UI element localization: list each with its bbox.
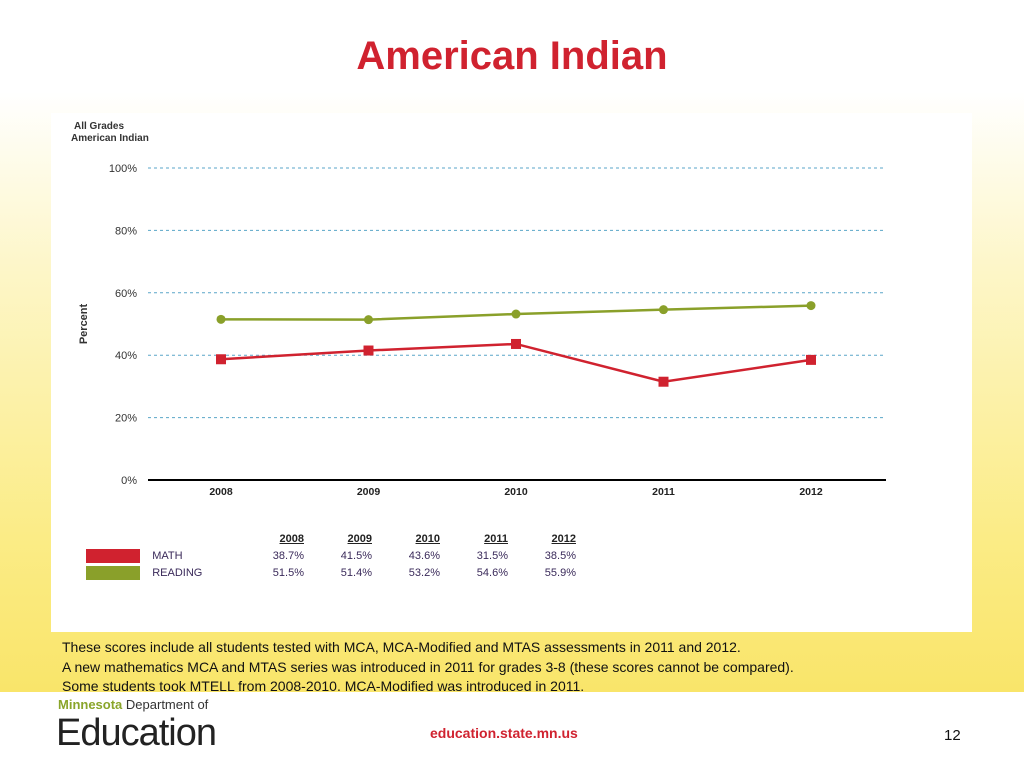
line-chart: 0% 20% 40% 60% 80% 100% 2008 2009 2010 2011 2012 Pe…	[78, 163, 886, 498]
table-row-math: MATH 38.7% 41.5% 43.6% 31.5% 38.5%	[86, 547, 576, 564]
math-swatch	[86, 548, 140, 563]
y-tick-label: 60%	[115, 288, 137, 300]
chart-subtitle-2: American Indian	[71, 133, 149, 144]
footer	[0, 692, 1024, 768]
x-tick-label: 2009	[357, 486, 381, 498]
data-point-reading	[216, 314, 226, 324]
data-table: 2008 2009 2010 2011 2012 MATH 38.7% 41.5% 43.6%…	[86, 530, 576, 581]
reading-swatch	[86, 565, 140, 580]
data-point-reading	[511, 309, 521, 319]
y-tick-label: 40%	[115, 350, 137, 362]
x-tick-label: 2008	[209, 486, 233, 498]
x-tick-label: 2012	[799, 486, 823, 498]
footer-url[interactable]: education.state.mn.us	[430, 725, 578, 741]
series-line-math	[220, 342, 812, 383]
data-point-math	[363, 345, 374, 356]
y-tick-label: 80%	[115, 225, 137, 237]
y-tick-label: 100%	[109, 163, 137, 175]
data-point-reading	[806, 301, 816, 311]
chart-subtitle-1: All Grades	[74, 121, 125, 132]
data-point-math	[658, 376, 669, 387]
logo-education: Education	[56, 712, 217, 754]
table-row-reading: READING 51.5% 51.4% 53.2% 54.6% 55.9%	[86, 564, 576, 581]
note-2: A new mathematics MCA and MTAS series wa…	[62, 658, 794, 675]
page-number: 12	[944, 727, 961, 744]
logo-line-1: Minnesota Department of	[58, 697, 209, 712]
note-1: These scores include all students tested…	[62, 639, 741, 655]
x-tick-label: 2010	[504, 486, 528, 498]
slide-title: American Indian	[356, 34, 668, 78]
footnotes: These scores include all students tested…	[62, 638, 794, 697]
y-tick-label: 0%	[121, 475, 137, 487]
x-tick-label: 2011	[652, 486, 675, 498]
y-tick-label: 20%	[115, 413, 137, 425]
note-3: Some students took MTELL from 2008-2010.…	[62, 678, 585, 694]
y-axis-label: Percent	[78, 303, 90, 344]
data-point-reading	[659, 305, 668, 315]
data-point-math	[806, 354, 816, 365]
data-point-math	[511, 338, 521, 349]
chart-panel: All Grades American Indian	[51, 113, 972, 632]
data-point-reading	[364, 315, 373, 325]
data-point-math	[216, 354, 226, 365]
